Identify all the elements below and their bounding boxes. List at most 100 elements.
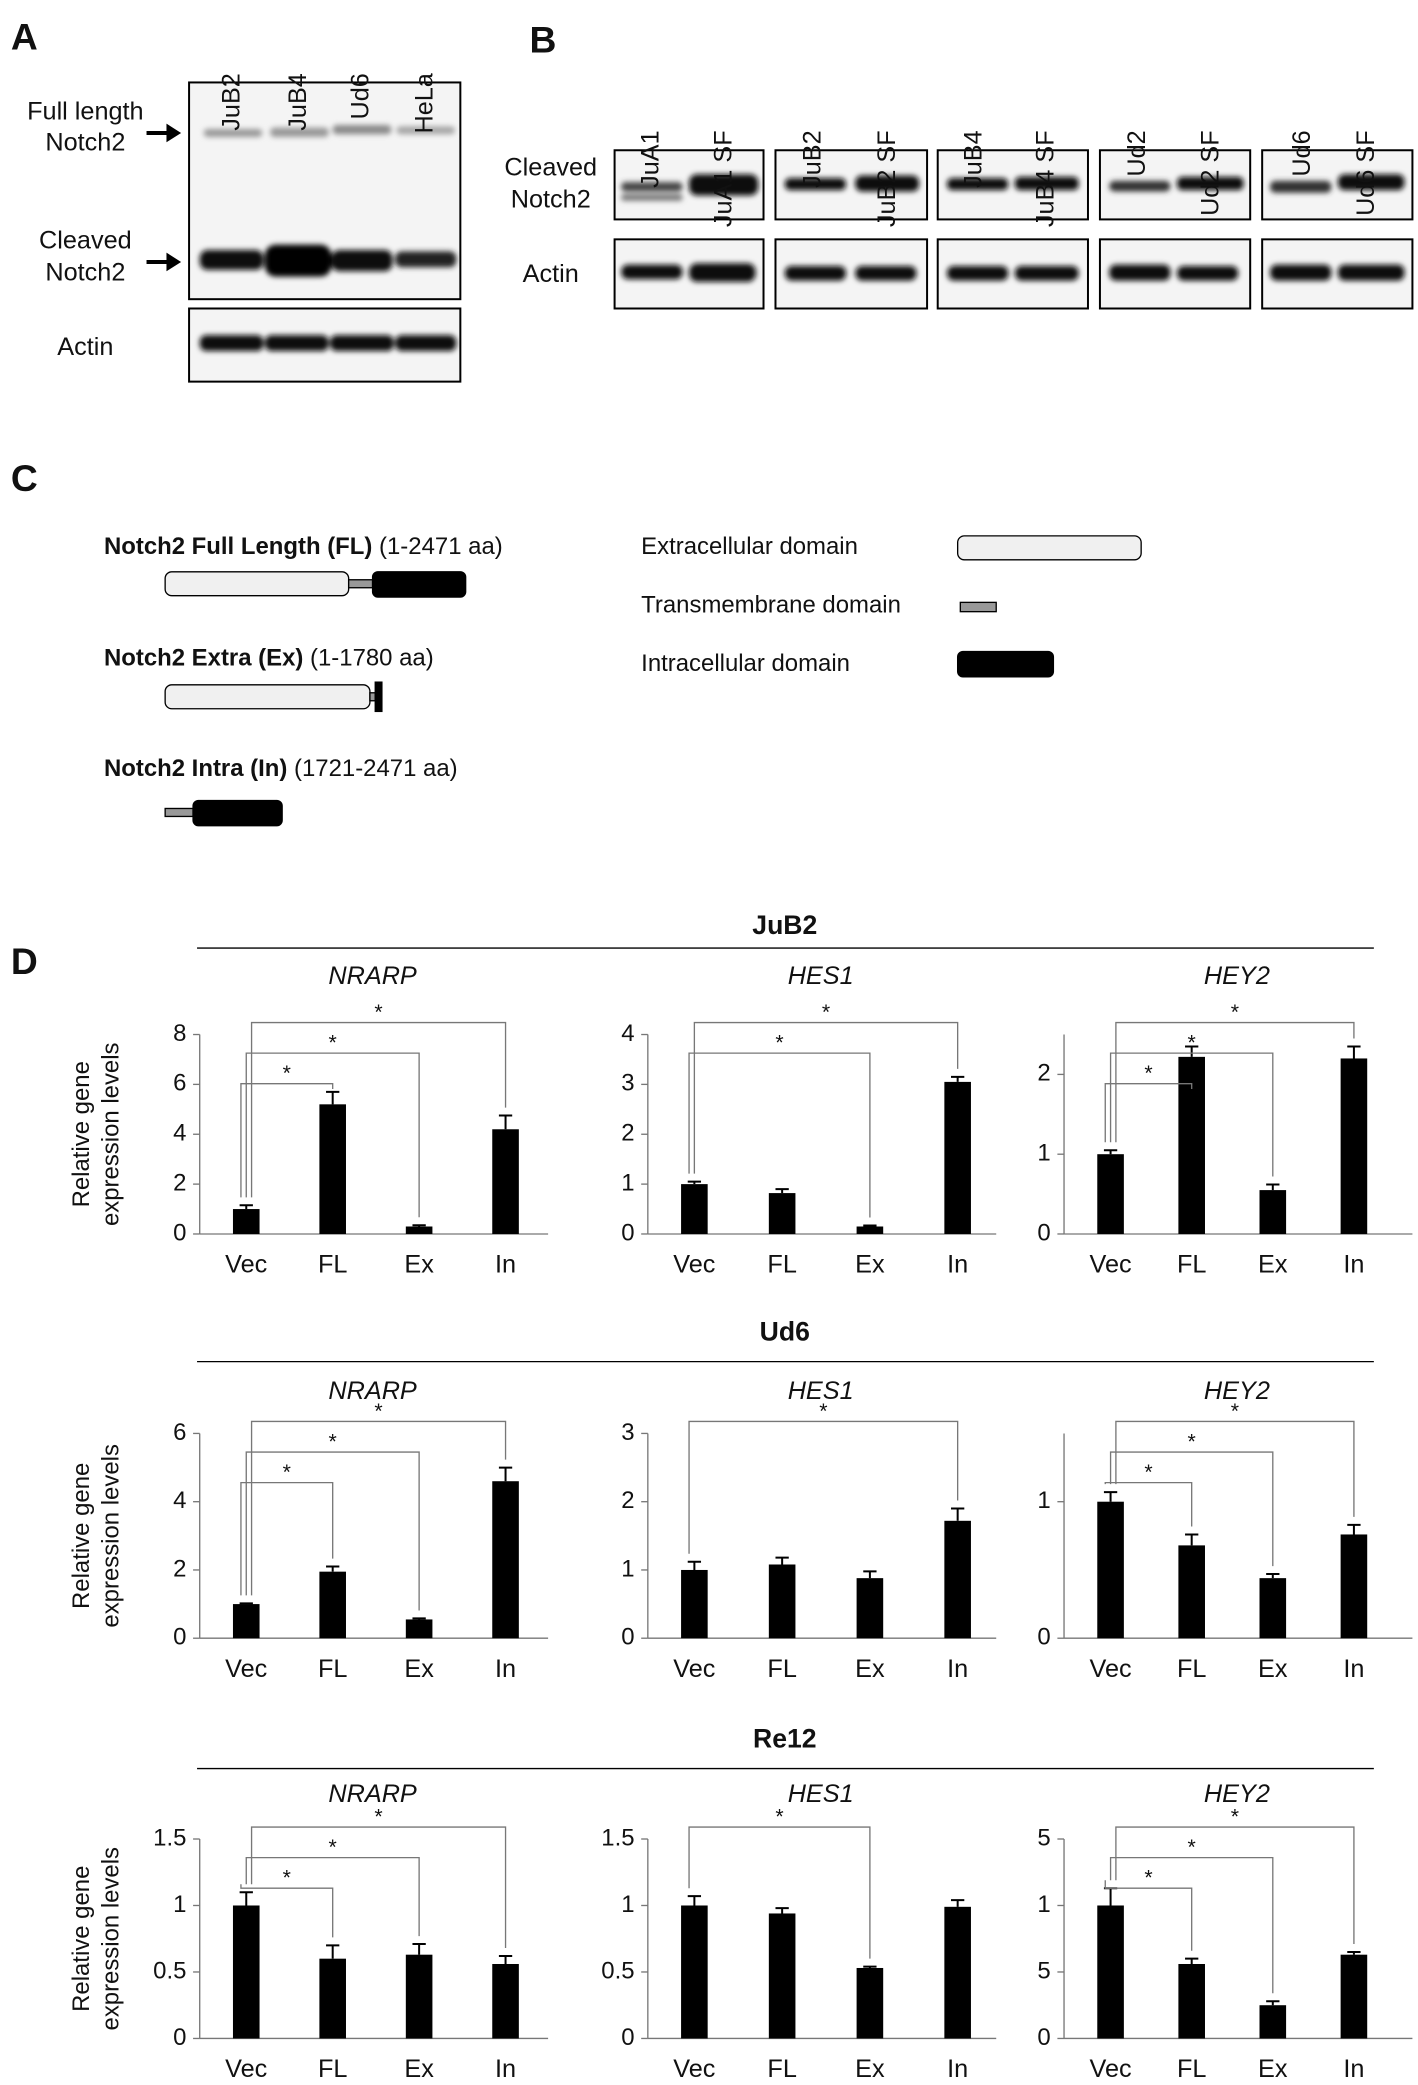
significance-label: *	[1144, 1460, 1152, 1484]
blot-label: Notch2	[511, 185, 591, 213]
chart-title: NRARP	[328, 1377, 417, 1405]
significance-label: *	[283, 1061, 291, 1085]
bar	[1097, 1501, 1124, 1639]
lane-label: JuB2 SF	[873, 130, 901, 227]
bar	[1097, 1154, 1124, 1234]
bar	[492, 1481, 519, 1639]
construct-label: Notch2 Extra (Ex) (1-1780 aa)	[104, 645, 434, 672]
construct-range: (1-1780 aa)	[310, 645, 434, 672]
significance-bracket	[1104, 1481, 1193, 1527]
significance-bracket	[240, 1481, 334, 1596]
error-bar	[239, 1891, 253, 1906]
error-bar	[1185, 1957, 1199, 1964]
error-bar	[1347, 1045, 1361, 1059]
construct-name: Notch2 Full Length (FL)	[104, 533, 372, 560]
significance-bracket	[250, 1826, 507, 1949]
lane-label: JuB4 SF	[1031, 130, 1059, 227]
y-tick-label: 2	[173, 1555, 186, 1582]
bar	[1178, 1545, 1205, 1639]
y-tick-label: 1	[621, 1169, 634, 1196]
y-tick-label: 0	[621, 1219, 634, 1246]
y-tick-label: 1	[1037, 1891, 1050, 1918]
lane-label: JuB2	[218, 73, 246, 131]
error-bar	[1266, 2000, 1280, 2006]
x-tick-label: Ex	[404, 1251, 434, 1279]
error-bar	[863, 1570, 877, 1579]
lane-label: JuA1	[636, 130, 664, 188]
bar	[768, 1564, 796, 1639]
x-tick-label: In	[1343, 1251, 1364, 1279]
error-bar	[1266, 1573, 1280, 1579]
significance-bracket	[245, 1052, 420, 1218]
significance-label: *	[1231, 1399, 1239, 1423]
error-bar	[326, 1565, 340, 1572]
chart-title: HES1	[788, 1780, 854, 1808]
construct-label: Notch2 Intra (In) (1721-2471 aa)	[104, 755, 458, 782]
y-tick-label: 0	[173, 1219, 186, 1246]
construct-name: Notch2 Extra (Ex)	[104, 645, 303, 672]
blot-label: Cleaved	[39, 227, 132, 255]
y-axis-label: expression levels	[97, 1042, 124, 1226]
bar	[944, 1906, 971, 2039]
x-tick-label: In	[495, 2055, 516, 2083]
chart-title: HES1	[788, 962, 854, 990]
y-tick-label: 0.5	[153, 1957, 186, 1984]
chart-title: HEY2	[1204, 1377, 1270, 1405]
y-axis-label: Relative gene	[68, 1463, 95, 1609]
x-tick-label: FL	[1177, 1655, 1206, 1683]
error-bar	[951, 1899, 965, 1907]
y-tick-label: 6	[173, 1070, 186, 1097]
blot-label: Notch2	[45, 259, 125, 287]
row-title: JuB2	[752, 910, 817, 940]
blot-bands	[621, 174, 1405, 282]
bar	[856, 1967, 884, 2039]
lane-label: Ud2	[1123, 130, 1151, 176]
lane-label: Ud6 SF	[1352, 130, 1380, 216]
x-tick-label: In	[947, 1655, 968, 1683]
error-bar	[1347, 1523, 1361, 1535]
construct-range: (1721-2471 aa)	[294, 755, 458, 782]
bar	[405, 1226, 433, 1234]
bar	[944, 1520, 971, 1639]
significance-label: *	[1144, 1061, 1152, 1085]
y-tick-label: 1.5	[601, 1824, 634, 1851]
legend-label: Transmembrane domain	[641, 592, 901, 619]
bar	[492, 1963, 519, 2039]
bar	[1259, 1190, 1287, 1234]
significance-label: *	[283, 1460, 291, 1484]
x-tick-label: Vec	[1090, 2055, 1132, 2083]
y-tick-label: 5	[1037, 1824, 1050, 1851]
lane-label: JuB4	[960, 130, 988, 188]
significance-label: *	[1231, 1804, 1239, 1828]
bar	[768, 1193, 796, 1234]
significance-label: *	[1231, 1000, 1239, 1024]
error-bar	[412, 1224, 426, 1227]
error-bar	[951, 1075, 965, 1082]
error-bar	[1103, 1887, 1118, 1906]
bar	[319, 1104, 346, 1234]
x-tick-label: In	[1343, 2055, 1364, 2083]
x-tick-label: FL	[1177, 1251, 1206, 1279]
x-tick-label: Ex	[1258, 1655, 1288, 1683]
construct-name: Notch2 Intra (In)	[104, 755, 287, 782]
x-tick-label: Ex	[404, 2055, 434, 2083]
error-bar	[498, 1114, 513, 1130]
significance-label: *	[775, 1030, 783, 1054]
significance-bracket	[1115, 1420, 1355, 1517]
significance-label: *	[775, 1804, 783, 1828]
error-bar	[863, 1965, 877, 1968]
blot-label: Actin	[523, 260, 579, 288]
lane-label: Ud6	[347, 73, 375, 119]
y-tick-label: 4	[173, 1487, 186, 1514]
y-axis-label: expression levels	[97, 1444, 124, 1628]
error-bar	[687, 1560, 702, 1570]
significance-label: *	[329, 1030, 337, 1054]
y-axis-label: Relative gene	[68, 1061, 95, 1207]
y-tick-label: 0	[1037, 1624, 1050, 1651]
x-tick-label: In	[1343, 1655, 1364, 1683]
y-tick-label: 1	[1037, 1487, 1050, 1514]
y-tick-label: 3	[621, 1419, 634, 1446]
lane-label: HeLa	[410, 72, 438, 133]
y-tick-label: 0	[173, 2024, 186, 2051]
